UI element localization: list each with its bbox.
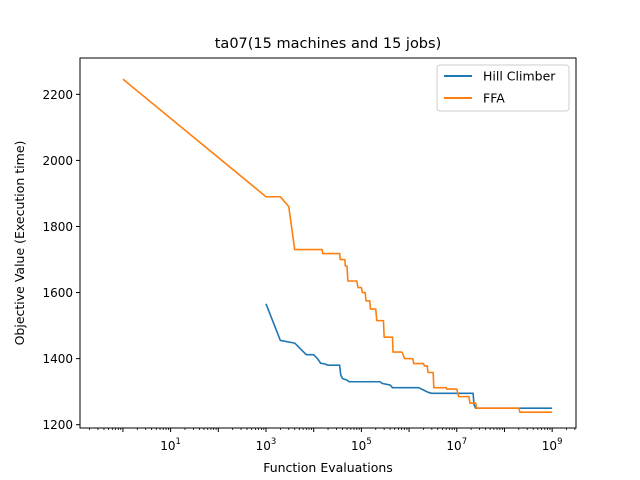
- y-tick-label: 1600: [42, 286, 73, 300]
- x-axis: 101 103 105 107 109: [89, 428, 576, 453]
- y-tick-label: 2200: [42, 88, 73, 102]
- chart-title: ta07(15 machines and 15 jobs): [215, 36, 441, 52]
- series-line-hill-climber: [265, 303, 553, 409]
- plot-series: [122, 78, 553, 413]
- y-axis-label: Objective Value (Execution time): [12, 141, 27, 346]
- legend-label-ffa: FFA: [483, 91, 505, 106]
- y-tick-label: 1400: [42, 352, 73, 366]
- legend: Hill Climber FFA: [436, 64, 570, 112]
- legend-label-hill-climber: Hill Climber: [483, 69, 556, 84]
- y-axis: 1200 1400 1600 1800 2000 2200: [42, 88, 80, 432]
- x-axis-label: Function Evaluations: [263, 460, 393, 475]
- y-tick-label: 2000: [42, 154, 73, 168]
- series-line-ffa: [122, 78, 553, 413]
- y-tick-label: 1200: [42, 418, 73, 432]
- y-tick-label: 1800: [42, 220, 73, 234]
